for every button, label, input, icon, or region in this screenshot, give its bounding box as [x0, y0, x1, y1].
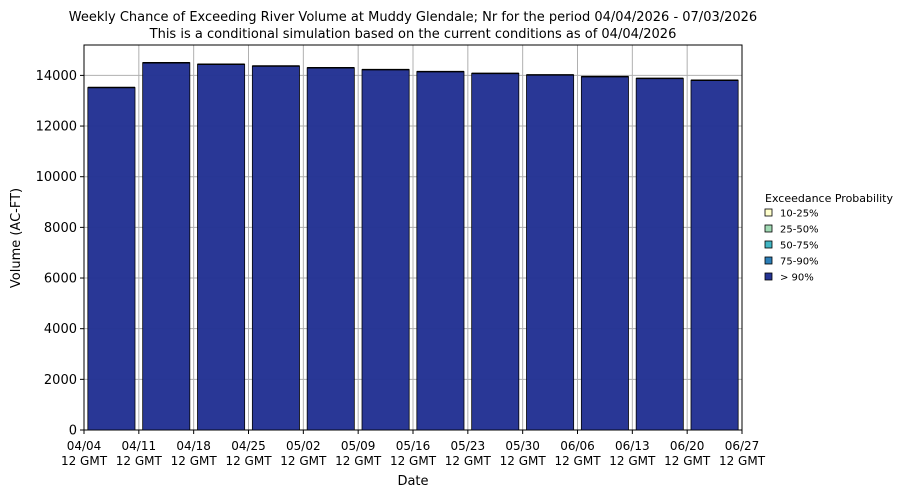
x-tick-label-time: 12 GMT — [61, 454, 108, 468]
y-tick-label: 14000 — [36, 69, 77, 84]
x-tick-label-date: 04/04 — [67, 439, 102, 453]
bar — [690, 79, 739, 431]
bar — [580, 76, 629, 431]
x-tick-label-time: 12 GMT — [664, 454, 711, 468]
bar — [197, 63, 246, 431]
chart-title-line1: Weekly Chance of Exceeding River Volume … — [69, 10, 757, 25]
x-tick-label-date: 05/16 — [396, 439, 431, 453]
x-tick-label-date: 05/23 — [451, 439, 486, 453]
x-tick-label-date: 06/06 — [560, 439, 595, 453]
x-tick-label-time: 12 GMT — [609, 454, 656, 468]
x-tick-label-date: 04/18 — [176, 439, 211, 453]
x-tick-label-time: 12 GMT — [719, 454, 766, 468]
legend-swatch — [764, 224, 773, 233]
bar — [526, 74, 575, 431]
x-tick-label-time: 12 GMT — [445, 454, 492, 468]
bar — [416, 71, 465, 431]
y-tick-label: 2000 — [44, 373, 77, 388]
x-tick-label-time: 12 GMT — [116, 454, 163, 468]
bar — [142, 62, 191, 431]
x-tick-label-date: 04/11 — [122, 439, 157, 453]
bar — [251, 65, 300, 431]
legend-swatch — [764, 256, 773, 265]
x-tick-label-time: 12 GMT — [225, 454, 272, 468]
x-tick-label-time: 12 GMT — [335, 454, 382, 468]
chart-title-line2: This is a conditional simulation based o… — [149, 27, 677, 42]
legend-label: > 90% — [780, 273, 814, 284]
x-axis-label: Date — [397, 474, 428, 489]
bar — [361, 69, 410, 431]
y-tick-label: 4000 — [44, 322, 77, 337]
y-tick-label: 6000 — [44, 272, 77, 287]
x-tick-label-date: 05/30 — [505, 439, 540, 453]
x-tick-label-date: 04/25 — [231, 439, 266, 453]
x-tick-label-date: 06/13 — [615, 439, 650, 453]
bar — [87, 87, 136, 431]
legend-label: 10-25% — [780, 209, 819, 220]
y-axis-label: Volume (AC-FT) — [9, 188, 24, 288]
x-tick-label-date: 05/02 — [286, 439, 321, 453]
x-tick-label-date: 06/20 — [670, 439, 705, 453]
y-tick-label: 0 — [69, 424, 77, 439]
x-tick-label-time: 12 GMT — [171, 454, 218, 468]
legend-swatch — [764, 240, 773, 249]
x-tick-label-time: 12 GMT — [280, 454, 327, 468]
x-tick-label-time: 12 GMT — [500, 454, 547, 468]
legend-label: 25-50% — [780, 225, 819, 236]
x-tick-label-time: 12 GMT — [390, 454, 437, 468]
bar — [471, 72, 520, 431]
legend-label: 75-90% — [780, 257, 819, 268]
y-tick-label: 10000 — [36, 170, 77, 185]
bar — [635, 78, 684, 431]
legend-swatch — [764, 208, 773, 217]
y-tick-label: 12000 — [36, 120, 77, 135]
bar — [306, 67, 355, 431]
x-tick-label-date: 06/27 — [725, 439, 760, 453]
legend-title: Exceedance Probability — [765, 192, 893, 205]
legend-swatch — [764, 272, 773, 281]
x-tick-label-date: 05/09 — [341, 439, 376, 453]
x-tick-label-time: 12 GMT — [554, 454, 601, 468]
legend-label: 50-75% — [780, 241, 819, 252]
y-tick-label: 8000 — [44, 221, 77, 236]
